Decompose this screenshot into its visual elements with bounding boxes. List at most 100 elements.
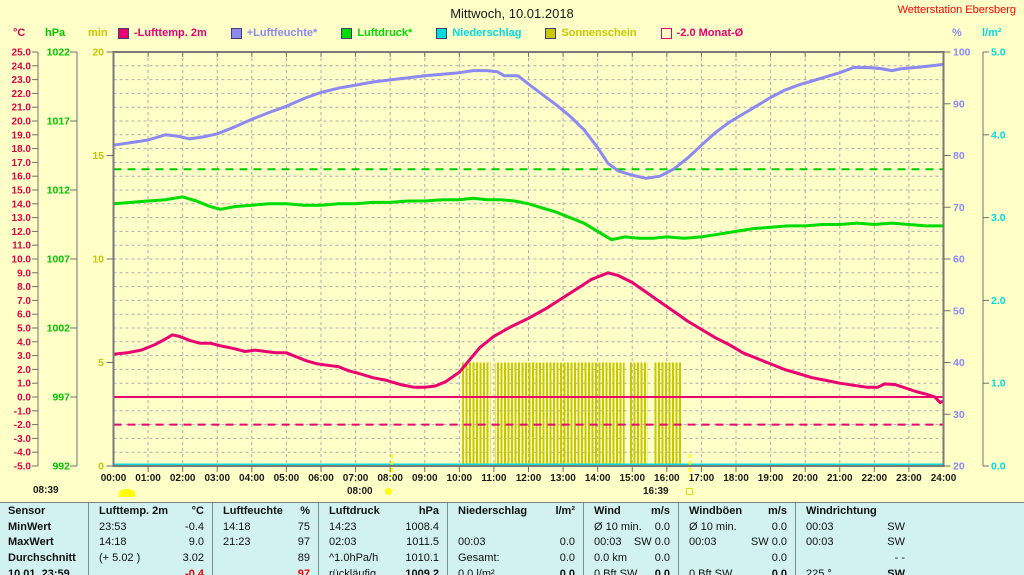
x-tick-label: 18:00 <box>723 473 749 484</box>
humidity-tick-label: 50 <box>953 305 965 317</box>
pressure-tick-label: 1012 <box>47 185 71 197</box>
table-cell-row: - - <box>796 550 913 566</box>
legend-item: -Lufttemp. 2m <box>118 27 207 39</box>
legend-label: -Lufttemp. 2m <box>134 27 207 39</box>
table-cell-value: 89 <box>297 552 310 565</box>
table-cell-value: 1008.4 <box>405 520 439 533</box>
table-col-header: Luftdruck hPa <box>319 503 447 519</box>
temp-tick-label: 15.0 <box>12 186 32 197</box>
table-cell-value: 1011.5 <box>406 536 439 549</box>
pressure-tick-label: 1007 <box>47 254 71 266</box>
table-cell-left: 0.0 l/m² <box>458 568 495 575</box>
page-title: Mittwoch, 10.01.2018 <box>450 6 574 21</box>
table-cell-row: 00:03 0.0 <box>448 535 583 551</box>
table-cell-value: SW <box>887 520 905 533</box>
table-col-name: Windrichtung <box>806 504 877 517</box>
temp-tick-label: 14.0 <box>12 199 32 210</box>
temp-tick-label: 10.0 <box>12 255 32 266</box>
temp-tick-label: -5.0 <box>14 462 32 473</box>
pressure-tick-label: 997 <box>52 392 70 404</box>
table-cell-left: 00:03 <box>689 536 717 549</box>
table-cell-row: 00:03 SW <box>796 519 913 535</box>
rain-tick-label: 0.0 <box>991 461 1006 473</box>
table-cell-value: 0.0 <box>654 552 670 565</box>
table-cell-left: 0 Bft SW <box>594 568 638 575</box>
table-cell-left: 225 ° <box>806 568 832 575</box>
table-cell-left: 21:23 <box>223 536 251 549</box>
table-cell-value: 0.0 <box>771 552 787 565</box>
table-row-label: Durchschnitt <box>8 552 76 565</box>
table-col-unit: °C <box>191 504 204 517</box>
sunshine-bars <box>462 362 491 466</box>
table-cell-left: 14:18 <box>223 520 251 533</box>
table-cell-value: 0.0 <box>559 568 575 575</box>
sunshine-tick-label: 0 <box>98 461 104 473</box>
table-row-label: Sensor <box>8 504 46 517</box>
legend-swatch-icon <box>118 27 129 39</box>
x-tick-label: 19:00 <box>758 473 784 484</box>
rain-tick-label: 5.0 <box>991 47 1006 59</box>
temp-tick-label: 17.0 <box>12 158 32 169</box>
table-cell-value: SW <box>887 568 905 575</box>
table-cell-row: 14:18 9.0 <box>89 535 212 551</box>
table-col-header: Windrichtung <box>796 503 913 519</box>
table-col-header: Wind m/s <box>584 503 678 519</box>
table-cell-value: 1009.2 <box>405 568 439 575</box>
sunshine-bars <box>628 362 648 466</box>
sunset-marker-icon <box>686 488 693 495</box>
table-row-label: MinWert <box>8 520 52 533</box>
table-col-luftfeuchte: Luftfeuchte% 14:18 75 21:23 97 89 97 <box>212 503 318 575</box>
pressure-tick-label: 992 <box>52 461 70 473</box>
temp-tick-label: 5.0 <box>17 324 31 335</box>
legend-item: Niederschlag <box>436 27 521 39</box>
table-cell-value: 0.0 <box>654 520 670 533</box>
x-tick-label: 10:00 <box>447 473 473 484</box>
sunshine-tick-label: 15 <box>92 150 104 162</box>
table-cell-left: 00:03 <box>806 536 834 549</box>
table-cell-row: 00:03 SW 0.0 <box>584 535 678 551</box>
table-cell-value: 9.0 <box>188 536 204 549</box>
table-cell-row: 23:53 -0.4 <box>89 519 212 535</box>
sunshine-bars <box>654 362 682 466</box>
temp-tick-label: 24.0 <box>12 61 32 72</box>
legend-swatch-icon <box>341 27 353 39</box>
temp-tick-label: 1.0 <box>17 379 31 390</box>
table-cell-value: SW 0.0 <box>633 536 670 549</box>
table-col-name: Niederschlag <box>458 504 528 517</box>
legend-swatch-icon <box>436 27 448 39</box>
legend-swatch-icon <box>660 27 672 39</box>
x-tick-label: 03:00 <box>204 473 230 484</box>
table-col-niederschlag: Niederschlag l/m² 00:03 0.0 Gesamt: 0.0 0.0 l/… <box>447 503 583 575</box>
temp-tick-label: 0.0 <box>17 393 31 404</box>
temp-tick-label: 12.0 <box>12 227 32 238</box>
table-cell-value: 0.0 <box>559 536 575 549</box>
humidity-tick-label: 100 <box>953 47 971 59</box>
table-cell-left: 0.0 km <box>594 552 628 565</box>
humidity-tick-label: 20 <box>953 461 965 473</box>
table-cell-left: 00:03 <box>806 520 834 533</box>
table-row-label: MaxWert <box>8 536 54 549</box>
table-cell-row: ^1.0hPa/h 1010.1 <box>319 550 447 566</box>
table-cell-row: 0 Bft SW 0.0 <box>679 566 795 575</box>
temp-tick-label: 8.0 <box>17 282 31 293</box>
table-col-luftdruck: Luftdruck hPa 14:23 1008.4 02:03 1011.5 ^1.0hP… <box>318 503 447 575</box>
x-tick-label: 07:00 <box>343 473 369 484</box>
x-tick-label: 15:00 <box>619 473 645 484</box>
table-cell-left: 02:03 <box>329 536 357 549</box>
table-col-name: Wind <box>594 504 621 517</box>
table-col-header: Luftfeuchte% <box>213 503 318 519</box>
temp-tick-label: -2.0 <box>14 420 32 431</box>
table-cell-value: 0.0 <box>771 520 787 533</box>
stats-table: Sensor MinWert MaxWert Durchschnitt 10.01, 2… <box>0 502 1024 575</box>
temp-tick-label: 11.0 <box>12 241 31 252</box>
sunshine-duration-label: 08:39 <box>33 485 59 496</box>
table-col-unit: hPa <box>418 504 439 517</box>
humidity-tick-label: 70 <box>953 202 965 214</box>
table-cell-value: - - <box>894 552 905 565</box>
legend-label: +Luftfeuchte* <box>246 27 318 39</box>
table-col-header: Windböen m/s <box>679 503 795 519</box>
table-col-name: Luftdruck <box>329 504 380 517</box>
sunshine-tick-label: 5 <box>98 357 104 369</box>
table-cell-row: (+ 5.02 ) 3.02 <box>89 550 212 566</box>
